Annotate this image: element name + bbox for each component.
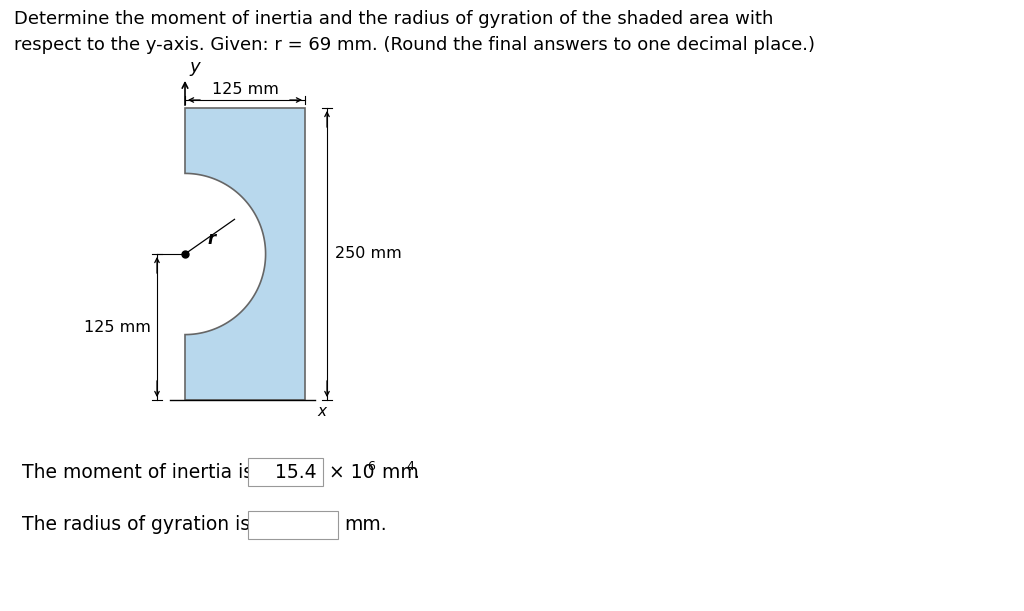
Text: 125 mm: 125 mm: [84, 320, 151, 334]
Text: r: r: [208, 230, 216, 249]
Polygon shape: [185, 108, 305, 400]
Text: The radius of gyration is: The radius of gyration is: [22, 516, 250, 535]
Text: mm: mm: [376, 463, 419, 481]
Text: 15.4: 15.4: [275, 463, 317, 481]
Text: mm.: mm.: [344, 516, 387, 535]
Text: 6: 6: [367, 461, 375, 474]
FancyBboxPatch shape: [248, 511, 338, 539]
Text: The moment of inertia is: The moment of inertia is: [22, 463, 253, 481]
Text: .: .: [414, 463, 420, 481]
Text: y: y: [189, 58, 200, 76]
Text: Determine the moment of inertia and the radius of gyration of the shaded area wi: Determine the moment of inertia and the …: [14, 10, 773, 28]
FancyBboxPatch shape: [248, 458, 323, 486]
Text: 4: 4: [406, 461, 414, 474]
Text: x: x: [317, 404, 326, 419]
Text: 250 mm: 250 mm: [335, 246, 401, 262]
Text: 125 mm: 125 mm: [212, 82, 279, 97]
Text: × 10: × 10: [329, 463, 375, 481]
Text: respect to the y-axis. Given: r = 69 mm. (Round the final answers to one decimal: respect to the y-axis. Given: r = 69 mm.…: [14, 36, 815, 54]
